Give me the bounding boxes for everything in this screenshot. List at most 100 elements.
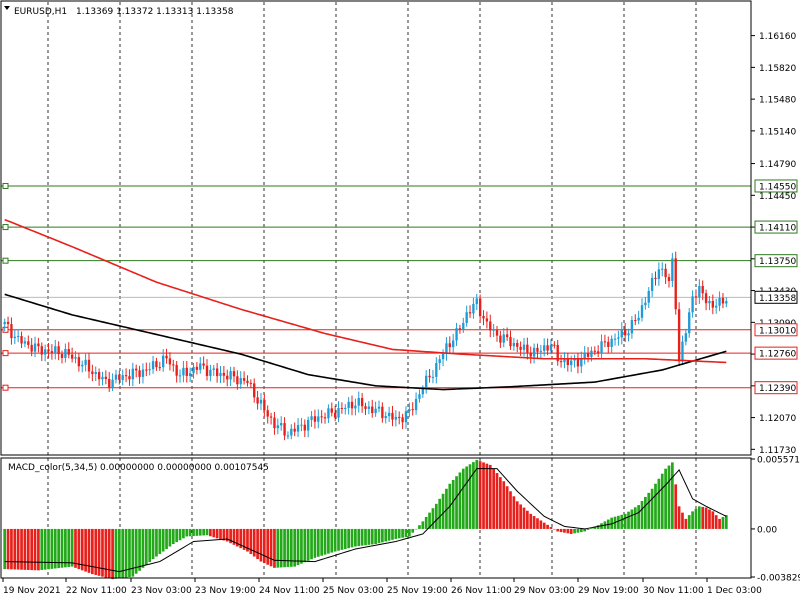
candle-126[interactable] bbox=[428, 368, 431, 383]
candle-26[interactable] bbox=[91, 364, 94, 382]
candle-156[interactable] bbox=[529, 346, 532, 364]
candle-192[interactable] bbox=[650, 273, 654, 297]
candle-31[interactable] bbox=[108, 371, 111, 392]
candle-193[interactable] bbox=[654, 271, 657, 286]
candle-139[interactable] bbox=[472, 297, 475, 319]
candle-137[interactable] bbox=[465, 305, 468, 327]
candle-184[interactable] bbox=[623, 322, 627, 342]
candle-180[interactable] bbox=[610, 335, 613, 354]
candle-140[interactable] bbox=[475, 293, 478, 311]
candle-89[interactable] bbox=[303, 419, 306, 438]
candle-189[interactable] bbox=[640, 298, 644, 322]
candle-51[interactable] bbox=[175, 361, 178, 383]
candle-149[interactable] bbox=[505, 327, 509, 341]
candle-88[interactable] bbox=[300, 418, 303, 432]
candle-33[interactable] bbox=[114, 369, 118, 384]
candle-107[interactable] bbox=[364, 402, 367, 415]
candle-46[interactable] bbox=[158, 361, 161, 371]
level-anchor-0[interactable] bbox=[2, 182, 9, 189]
candle-164[interactable] bbox=[556, 339, 559, 366]
candle-152[interactable] bbox=[516, 339, 519, 353]
candle-127[interactable] bbox=[431, 369, 435, 384]
candle-206[interactable] bbox=[698, 279, 701, 305]
candle-165[interactable] bbox=[559, 354, 563, 368]
candle-67[interactable] bbox=[229, 366, 232, 387]
candle-1[interactable] bbox=[6, 316, 10, 331]
candle-150[interactable] bbox=[509, 330, 512, 350]
candle-69[interactable] bbox=[236, 370, 239, 390]
candle-119[interactable] bbox=[404, 406, 408, 429]
candle-0[interactable] bbox=[3, 318, 6, 332]
candle-14[interactable] bbox=[50, 344, 54, 360]
candle-24[interactable] bbox=[84, 353, 87, 372]
candle-208[interactable] bbox=[704, 289, 708, 311]
price-candles[interactable] bbox=[3, 251, 728, 441]
candle-99[interactable] bbox=[337, 401, 340, 423]
candle-145[interactable] bbox=[492, 324, 495, 338]
candle-116[interactable] bbox=[394, 410, 398, 427]
candle-21[interactable] bbox=[74, 351, 77, 364]
candle-131[interactable] bbox=[445, 337, 448, 361]
candle-191[interactable] bbox=[647, 287, 650, 309]
candle-167[interactable] bbox=[566, 352, 570, 372]
candle-30[interactable] bbox=[104, 370, 108, 385]
candle-133[interactable] bbox=[451, 333, 455, 354]
candle-177[interactable] bbox=[600, 334, 603, 358]
level-anchor-2[interactable] bbox=[2, 257, 9, 264]
candle-70[interactable] bbox=[239, 371, 242, 389]
candle-12[interactable] bbox=[43, 344, 47, 362]
candle-20[interactable] bbox=[70, 347, 74, 363]
candle-62[interactable] bbox=[212, 364, 215, 376]
candle-195[interactable] bbox=[661, 262, 664, 277]
candle-120[interactable] bbox=[408, 402, 411, 418]
candle-171[interactable] bbox=[580, 351, 583, 374]
candle-2[interactable] bbox=[10, 317, 13, 345]
level-anchor-1[interactable] bbox=[2, 224, 9, 231]
candle-146[interactable] bbox=[495, 325, 499, 342]
candle-132[interactable] bbox=[448, 336, 451, 354]
candle-151[interactable] bbox=[512, 337, 516, 351]
candle-207[interactable] bbox=[701, 280, 704, 301]
candle-71[interactable] bbox=[242, 371, 246, 385]
candle-4[interactable] bbox=[16, 329, 20, 343]
candle-188[interactable] bbox=[637, 310, 640, 325]
candle-155[interactable] bbox=[526, 337, 529, 360]
candle-157[interactable] bbox=[532, 343, 536, 364]
candle-83[interactable] bbox=[283, 417, 286, 441]
candle-176[interactable] bbox=[596, 345, 600, 358]
candle-32[interactable] bbox=[111, 373, 114, 392]
candle-11[interactable] bbox=[40, 342, 43, 362]
collapse-triangle-icon[interactable] bbox=[4, 6, 10, 10]
candle-81[interactable] bbox=[276, 418, 280, 435]
candle-148[interactable] bbox=[502, 328, 505, 348]
candle-43[interactable] bbox=[148, 362, 151, 376]
candle-79[interactable] bbox=[269, 412, 273, 425]
candle-181[interactable] bbox=[613, 333, 617, 346]
candle-42[interactable] bbox=[145, 362, 148, 377]
candle-35[interactable] bbox=[121, 369, 124, 386]
candle-101[interactable] bbox=[344, 404, 347, 415]
candle-154[interactable] bbox=[522, 337, 526, 357]
candle-106[interactable] bbox=[360, 392, 364, 413]
candle-72[interactable] bbox=[246, 375, 249, 387]
candle-179[interactable] bbox=[607, 336, 610, 353]
candle-178[interactable] bbox=[603, 334, 607, 348]
candle-196[interactable] bbox=[664, 263, 667, 284]
candle-15[interactable] bbox=[54, 339, 57, 360]
candle-182[interactable] bbox=[617, 330, 620, 346]
candle-74[interactable] bbox=[253, 378, 256, 403]
candle-197[interactable] bbox=[667, 273, 671, 288]
candle-112[interactable] bbox=[381, 402, 384, 423]
candle-103[interactable] bbox=[350, 395, 354, 416]
candle-202[interactable] bbox=[684, 328, 688, 346]
candle-115[interactable] bbox=[391, 405, 394, 427]
candle-10[interactable] bbox=[37, 337, 40, 353]
candle-134[interactable] bbox=[455, 322, 458, 346]
candle-54[interactable] bbox=[185, 360, 188, 383]
candle-159[interactable] bbox=[539, 344, 543, 358]
candle-147[interactable] bbox=[499, 330, 502, 349]
candle-210[interactable] bbox=[711, 294, 715, 315]
candle-186[interactable] bbox=[630, 316, 634, 339]
candle-59[interactable] bbox=[202, 356, 205, 370]
candle-76[interactable] bbox=[259, 392, 263, 411]
